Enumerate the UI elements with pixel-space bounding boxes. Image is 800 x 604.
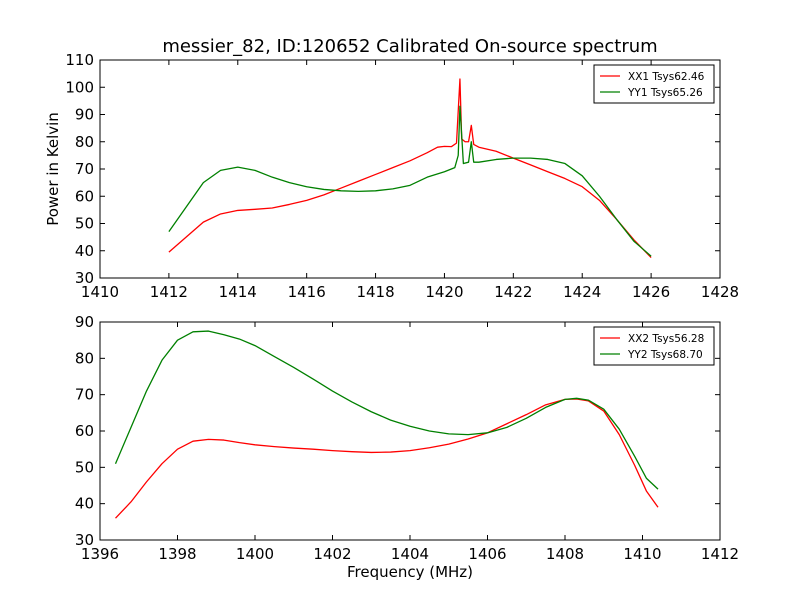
x-tick-label: 1410 [623,545,661,563]
x-tick-label: 1420 [425,283,463,301]
y-tick-label: 80 [75,349,94,367]
y-tick-label: 70 [75,160,94,178]
y-tick-label: 90 [75,313,94,331]
x-tick-label: 1412 [701,545,739,563]
chart-title: messier_82, ID:120652 Calibrated On-sour… [162,36,657,57]
y-tick-label: 30 [75,531,94,549]
x-tick-label: 1426 [632,283,670,301]
x-tick-label: 1400 [236,545,274,563]
x-axis-label: Frequency (MHz) [347,563,473,581]
x-tick-label: 1424 [563,283,601,301]
chart-panel-1: 1410 1412 1414 1416 1418 1420 1422 1424 1426 1428… [65,51,739,301]
x-tick-label: 1428 [701,283,739,301]
y-tick-label: 40 [75,242,94,260]
x-tick-label: 1408 [546,545,584,563]
legend-label: XX1 Tsys62.46 [628,71,705,83]
legend-box [593,326,715,366]
series-line-1-2 [168,105,652,257]
series-line-2-2 [114,330,659,490]
x-tick-label: 1402 [313,545,351,563]
legend-label: YY2 Tsys68.70 [627,349,703,361]
x-tick-label: 1406 [468,545,506,563]
y-tick-label: 90 [75,106,94,124]
y-tick-label: 110 [65,51,94,69]
y-axis-label: Power in Kelvin [44,112,62,226]
x-tick-label: 1410 [81,283,119,301]
x-tick-label: 1422 [494,283,532,301]
y-tick-label: 70 [75,386,94,404]
x-tick-label: 1404 [391,545,429,563]
series-line-1-1 [168,78,652,259]
x-tick-label: 1416 [288,283,326,301]
legend: XX2 Tsys56.28 YY2 Tsys68.70 [593,326,715,366]
series-line-2-1 [115,398,659,519]
x-tick-label: 1418 [356,283,394,301]
y-tick-label: 60 [75,187,94,205]
y-tick-label: 30 [75,269,94,287]
legend: XX1 Tsys62.46 YY1 Tsys65.26 [593,64,715,104]
y-tick-label: 100 [65,78,94,96]
x-tick-label: 1412 [150,283,188,301]
chart-panel-2: 1396 1398 1400 1402 1404 1406 1408 1410 1412 30 40… [75,313,739,563]
x-tick-label: 1398 [158,545,196,563]
legend-label: YY1 Tsys65.26 [627,87,703,99]
legend-label: XX2 Tsys56.28 [628,333,704,345]
y-tick-label: 50 [75,215,94,233]
y-tick-label: 60 [75,422,94,440]
y-tick-label: 80 [75,133,94,151]
y-tick-label: 50 [75,458,94,476]
y-tick-label: 40 [75,495,94,513]
x-tick-label: 1396 [81,545,119,563]
x-tick-label: 1414 [219,283,257,301]
legend-box [593,64,715,104]
